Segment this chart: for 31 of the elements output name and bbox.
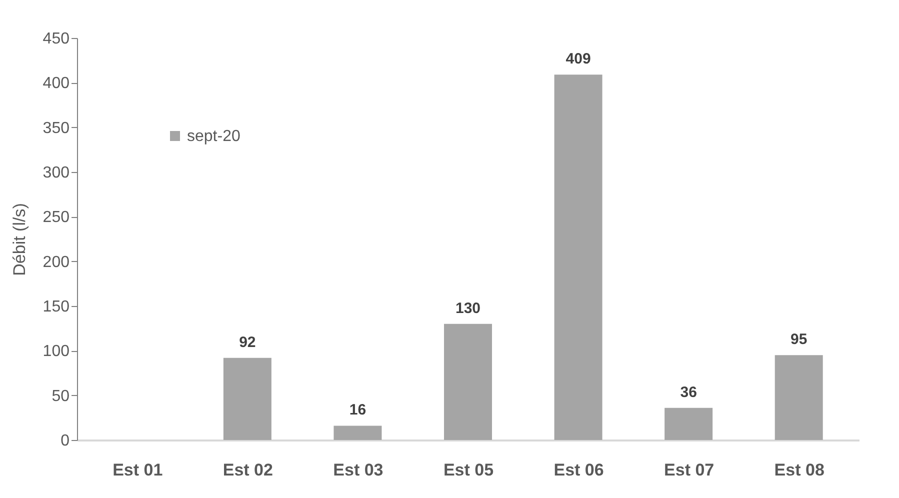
y-tick-label: 50 (52, 388, 70, 405)
x-tick-label: Est 03 (333, 460, 384, 480)
x-tick-label: Est 02 (222, 460, 273, 480)
x-tick-label: Est 06 (554, 460, 604, 480)
y-tick-label: 250 (42, 209, 70, 226)
y-tick-label: 100 (42, 343, 70, 360)
bar (774, 355, 823, 440)
y-tick-label: 200 (42, 254, 70, 271)
bar (554, 74, 602, 440)
x-tick-label: Est 08 (774, 460, 824, 480)
x-tick-label: Est 07 (664, 460, 714, 480)
data-label: 409 (566, 50, 591, 68)
data-label: 92 (239, 334, 256, 351)
data-label: 95 (790, 331, 808, 348)
y-tick-label: 450 (42, 30, 70, 48)
x-tick-label: Est 01 (112, 460, 163, 480)
x-tick-label: Est 05 (443, 460, 494, 480)
bar (444, 324, 492, 440)
bar (334, 426, 382, 440)
bar (223, 358, 272, 440)
legend-label: sept-20 (187, 128, 240, 145)
y-tick-label: 350 (42, 120, 70, 137)
data-label: 36 (680, 384, 697, 401)
bar (664, 408, 713, 440)
data-label: 16 (349, 402, 366, 419)
data-label: 130 (455, 300, 481, 317)
y-tick-label: 400 (42, 75, 70, 92)
y-tick-label: 300 (42, 164, 70, 182)
y-axis-title: Débit (l/s) (10, 203, 29, 276)
y-tick-label: 150 (42, 298, 70, 316)
y-tick-label: 0 (60, 432, 70, 450)
